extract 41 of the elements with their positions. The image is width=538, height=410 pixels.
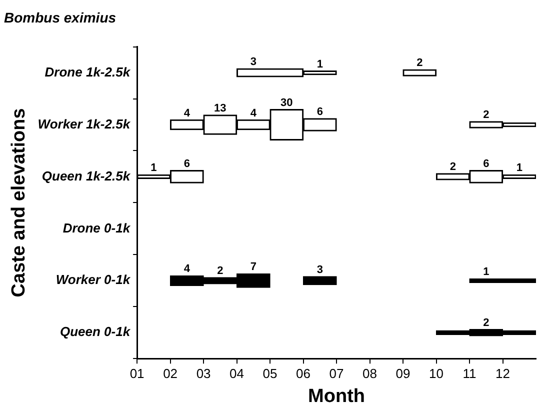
x-tick-label: 08 bbox=[362, 366, 378, 381]
y-tick-label: Queen 1k-2.5k bbox=[42, 168, 131, 184]
annotation: 2 bbox=[416, 57, 423, 70]
annotation: 2 bbox=[483, 109, 490, 122]
annotation: 3 bbox=[250, 56, 256, 68]
x-tick-label: 12 bbox=[496, 366, 510, 381]
y-tick-label: Queen 0-1k bbox=[60, 324, 131, 340]
annotation: 6 bbox=[184, 158, 190, 170]
annotation: 4 bbox=[184, 107, 191, 120]
y-axis-title: Caste and elevations bbox=[8, 108, 30, 298]
x-tick-label: 05 bbox=[262, 366, 278, 381]
annotation: 1 bbox=[316, 58, 323, 70]
annotation: 3 bbox=[316, 264, 323, 276]
annotation: 2 bbox=[217, 264, 224, 277]
x-tick-label: 01 bbox=[130, 366, 144, 381]
annotation: 1 bbox=[150, 162, 157, 174]
annotation: 2 bbox=[483, 316, 490, 329]
annotation: 13 bbox=[214, 102, 226, 114]
annotation: 4 bbox=[250, 107, 258, 120]
annotation: 2 bbox=[450, 161, 456, 174]
annotation: 6 bbox=[483, 158, 490, 170]
y-tick-label: Worker 0-1k bbox=[56, 272, 131, 288]
x-tick-label: 09 bbox=[396, 366, 410, 381]
x-tick-label: 07 bbox=[329, 366, 344, 381]
annotation: 6 bbox=[316, 106, 323, 118]
x-tick-label: 02 bbox=[163, 366, 178, 381]
x-axis-title: Month bbox=[308, 386, 366, 407]
x-tick-label: 06 bbox=[296, 366, 311, 381]
x-tick-label: 04 bbox=[230, 366, 244, 381]
annotation: 4 bbox=[184, 263, 191, 276]
y-tick-label: Drone 1k-2.5k bbox=[44, 64, 131, 80]
x-tick-label: 03 bbox=[196, 366, 211, 381]
x-tick-label: 10 bbox=[429, 366, 444, 381]
annotation: 1 bbox=[516, 162, 522, 174]
annotation: 1 bbox=[483, 266, 490, 278]
y-tick-label: Worker 1k-2.5k bbox=[38, 116, 131, 132]
annotation: 30 bbox=[280, 96, 293, 109]
y-tick-label: Drone 0-1k bbox=[62, 220, 131, 236]
annotation: 7 bbox=[250, 261, 256, 274]
chart-title: Bombus eximius bbox=[4, 9, 116, 26]
x-tick-label: 11 bbox=[462, 366, 476, 381]
